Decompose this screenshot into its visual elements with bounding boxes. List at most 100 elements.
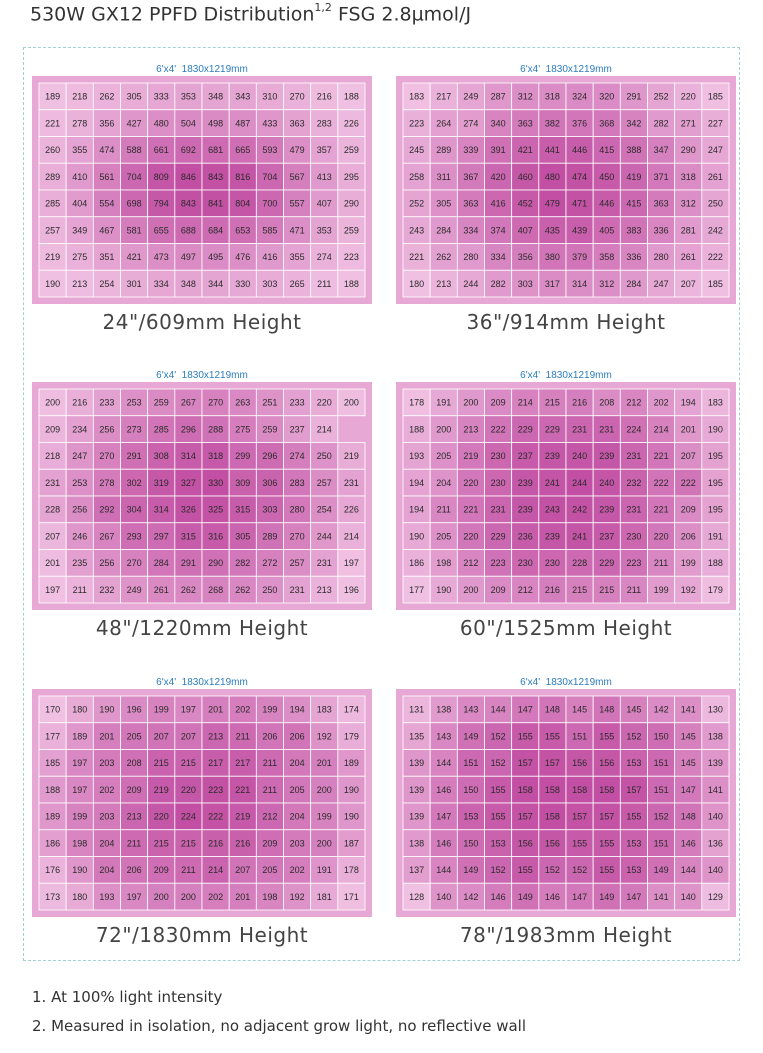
heatmap-cell — [310, 695, 339, 724]
heatmap-cell — [337, 189, 366, 218]
heatmap-value: 206 — [262, 731, 277, 741]
heatmap-value: 290 — [681, 145, 696, 155]
heatmap-value: 391 — [491, 145, 506, 155]
heatmap-value: 259 — [262, 424, 277, 434]
heatmap-cell — [674, 162, 703, 191]
heatmap-cell — [201, 388, 230, 417]
heatmap-value: 152 — [491, 758, 506, 768]
heatmap-cell — [484, 388, 513, 417]
heatmap-cell — [337, 216, 366, 244]
heatmap-value: 221 — [409, 252, 424, 262]
heatmap-value: 498 — [208, 118, 223, 128]
heatmap-value: 177 — [409, 585, 424, 595]
heatmap-value: 148 — [545, 705, 560, 715]
heatmap-value: 653 — [235, 225, 250, 235]
heatmap-value: 467 — [99, 225, 114, 235]
heatmap-value: 275 — [235, 424, 250, 434]
heatmap-value: 194 — [681, 398, 696, 408]
heatmap-cell — [147, 468, 176, 497]
heatmap-cell — [429, 269, 458, 298]
heatmap-value: 816 — [235, 172, 250, 182]
heatmap-cell — [511, 269, 540, 298]
heatmap-value: 404 — [72, 199, 87, 209]
heatmap-value: 585 — [262, 225, 277, 235]
heatmap-value: 147 — [436, 812, 451, 822]
heatmap-value: 843 — [181, 199, 196, 209]
heatmap-value: 270 — [99, 451, 114, 461]
heatmap-value: 213 — [127, 812, 142, 822]
heatmap-value: 211 — [73, 585, 87, 595]
heatmap-cell — [429, 82, 458, 111]
heatmap-value: 205 — [127, 731, 142, 741]
heatmap-value: 158 — [572, 785, 587, 795]
heatmap-value: 229 — [491, 531, 506, 541]
heatmap-value: 237 — [599, 531, 614, 541]
heatmap-value: 141 — [708, 785, 723, 795]
heatmap-cell — [402, 136, 431, 164]
heatmap-value: 259 — [154, 398, 169, 408]
heatmap-value: 211 — [627, 585, 641, 595]
heatmap-cell — [174, 522, 203, 550]
heatmap-value: 199 — [262, 705, 277, 715]
heatmap-value: 189 — [45, 92, 60, 102]
heatmap-cell — [337, 575, 366, 604]
heatmap-value: 138 — [409, 838, 424, 848]
heatmap-cell — [92, 829, 121, 857]
heatmap-value: 240 — [599, 478, 614, 488]
heatmap-cell — [92, 269, 121, 298]
heatmap-cell — [484, 136, 513, 164]
heatmap-value: 193 — [99, 892, 114, 902]
heatmap-value: 257 — [45, 225, 60, 235]
heatmap-cell — [147, 162, 176, 191]
heatmap-value: 155 — [491, 785, 506, 795]
heatmap-value: 351 — [99, 252, 114, 262]
heatmap-value: 202 — [208, 892, 223, 902]
heatmap-cell — [120, 856, 149, 884]
heatmap-value: 199 — [681, 558, 696, 568]
heatmap-value: 303 — [262, 279, 277, 289]
heatmap-cell — [538, 802, 567, 831]
heatmap-cell — [429, 882, 458, 911]
heatmap-value: 189 — [45, 812, 60, 822]
heatmap-value: 204 — [290, 812, 305, 822]
dims-label: 6'x4' 1830x1219mm — [156, 370, 248, 381]
heatmap-value: 371 — [654, 172, 669, 182]
heatmap-value: 302 — [127, 478, 142, 488]
heatmap-value: 223 — [626, 558, 641, 568]
heatmap-value: 289 — [436, 145, 451, 155]
heatmap-cell — [228, 575, 257, 604]
heatmap-value: 216 — [208, 838, 223, 848]
heatmap-cell — [255, 575, 284, 604]
heatmap-value: 205 — [262, 865, 277, 875]
heatmap-value: 318 — [681, 172, 696, 182]
heatmap-value: 236 — [518, 531, 533, 541]
heatmap-cell — [337, 269, 366, 298]
heatmap-cell — [337, 162, 366, 191]
heatmap-cell — [228, 415, 257, 443]
heatmap-cell — [592, 749, 621, 777]
heatmap-cell — [283, 549, 312, 577]
heatmap-value: 244 — [463, 279, 478, 289]
heatmap-cell — [310, 269, 339, 298]
heatmap-value: 439 — [572, 225, 587, 235]
heatmap-cell — [538, 136, 567, 164]
heatmap-value: 220 — [654, 531, 669, 541]
heatmap-value: 206 — [127, 865, 142, 875]
heatmap-value: 152 — [545, 865, 560, 875]
heatmap-value: 140 — [681, 892, 696, 902]
heatmap-cell — [147, 749, 176, 777]
heatmap-cell — [201, 856, 230, 884]
heatmap-value: 218 — [72, 92, 87, 102]
heatmap-value: 190 — [436, 585, 451, 595]
heatmap-value: 325 — [208, 505, 223, 515]
heatmap-cell — [255, 243, 284, 271]
heatmap-cell — [310, 82, 339, 111]
heatmap-value: 487 — [235, 118, 250, 128]
heatmap-cell — [228, 162, 257, 191]
heatmap-cell — [255, 522, 284, 550]
heatmap-cell — [674, 269, 703, 298]
heatmap-cell — [619, 189, 648, 218]
heatmap-value: 347 — [654, 145, 669, 155]
heatmap-value: 299 — [235, 451, 250, 461]
heatmap-value: 319 — [154, 478, 169, 488]
